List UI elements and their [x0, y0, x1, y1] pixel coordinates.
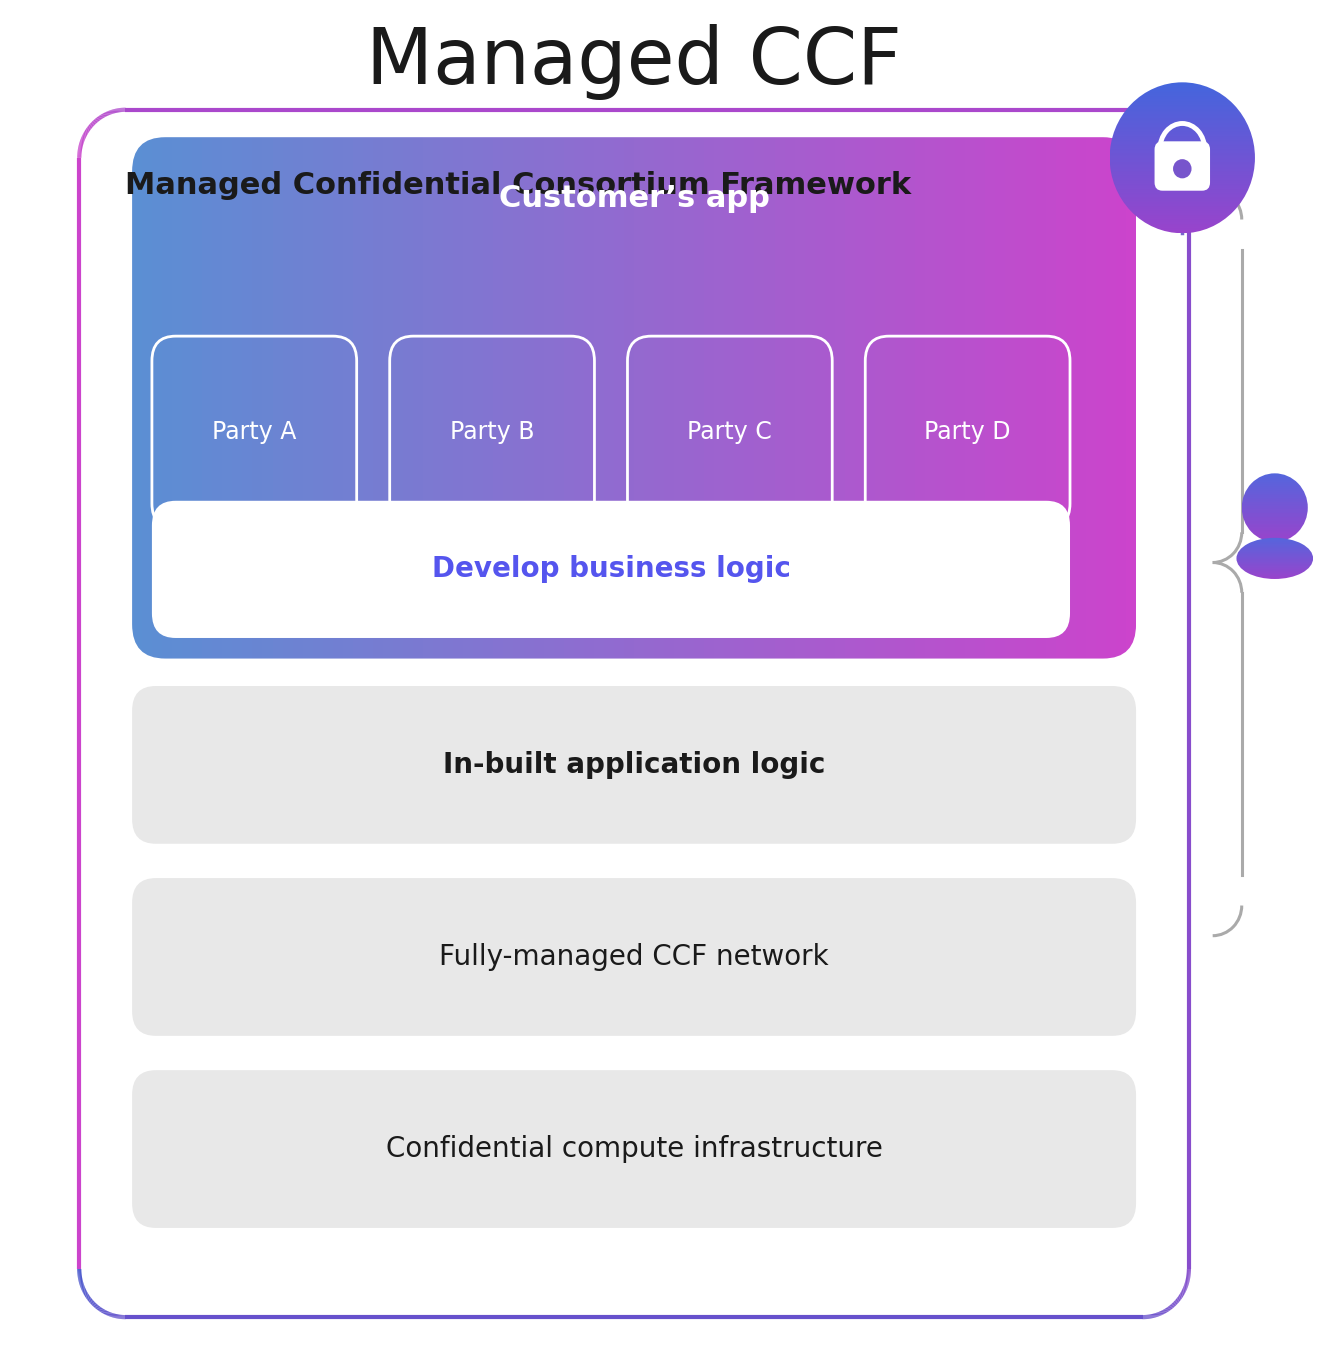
- Text: Party D: Party D: [925, 420, 1011, 445]
- Text: Develop business logic: Develop business logic: [432, 556, 790, 583]
- Circle shape: [1173, 159, 1192, 178]
- Text: Customer’s app: Customer’s app: [498, 184, 770, 214]
- FancyBboxPatch shape: [152, 501, 1070, 638]
- Text: In-built application logic: In-built application logic: [443, 750, 826, 779]
- Text: Fully-managed CCF network: Fully-managed CCF network: [440, 943, 828, 971]
- Text: Managed CCF: Managed CCF: [366, 23, 902, 100]
- FancyBboxPatch shape: [132, 1070, 1136, 1228]
- Circle shape: [1242, 473, 1308, 542]
- Text: Party C: Party C: [687, 420, 773, 445]
- Text: Party B: Party B: [450, 420, 534, 445]
- FancyBboxPatch shape: [1155, 141, 1210, 191]
- Text: Party A: Party A: [213, 420, 296, 445]
- Text: Managed Confidential Consortium Framework: Managed Confidential Consortium Framewor…: [125, 170, 911, 200]
- FancyBboxPatch shape: [79, 110, 1189, 1317]
- Ellipse shape: [1236, 538, 1313, 579]
- FancyBboxPatch shape: [132, 878, 1136, 1036]
- PathPatch shape: [132, 137, 1136, 659]
- Text: Confidential compute infrastructure: Confidential compute infrastructure: [386, 1135, 882, 1163]
- FancyBboxPatch shape: [132, 686, 1136, 844]
- Circle shape: [1110, 82, 1255, 233]
